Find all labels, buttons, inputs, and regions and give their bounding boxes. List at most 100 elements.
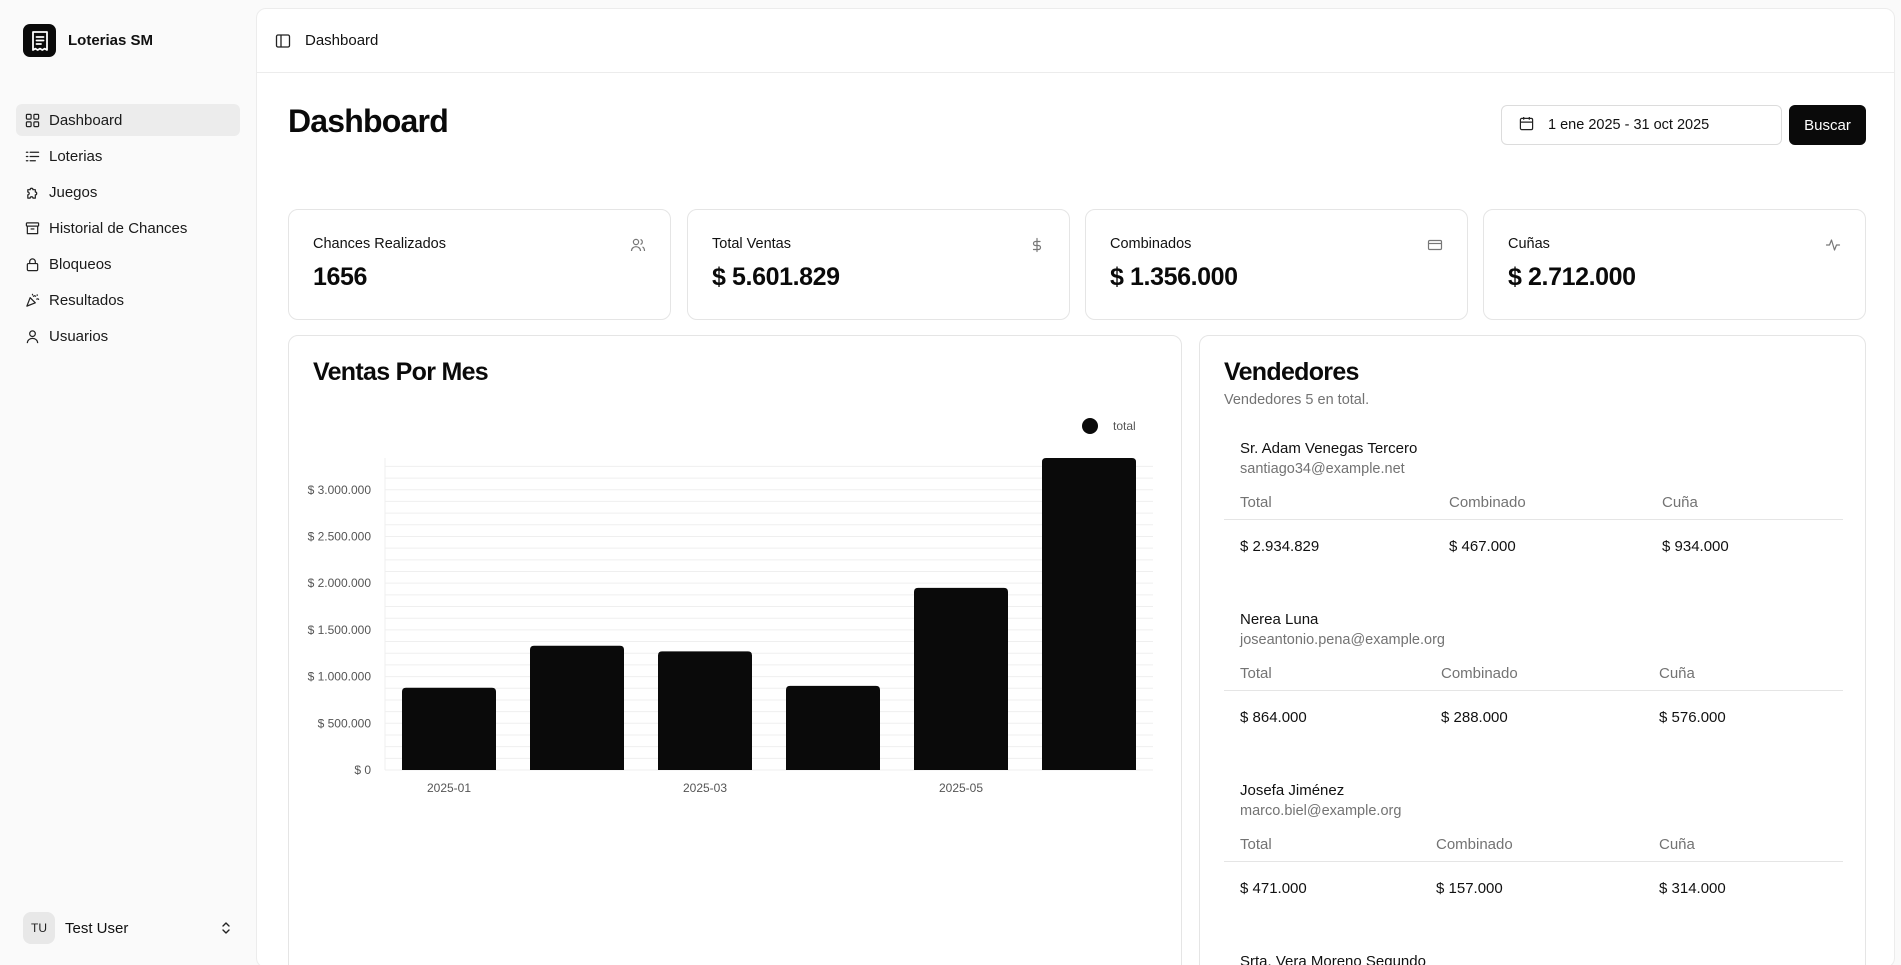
chart-title: Ventas Por Mes: [313, 358, 489, 386]
vendor-cuna: $ 934.000: [1662, 538, 1729, 555]
y-tick-label: $ 2.000.000: [308, 576, 372, 590]
sales-chart-card: Ventas Por Mes $ 0 $ 500.000 $ 1.000.000 $ …: [288, 335, 1182, 965]
users-icon: [630, 237, 646, 253]
bar: [914, 587, 1008, 770]
date-range-value: 1 ene 2025 - 31 oct 2025: [1548, 117, 1710, 133]
bar: [530, 645, 624, 770]
vendor-cuna: $ 576.000: [1659, 709, 1726, 726]
vendor-combinado: $ 157.000: [1436, 880, 1503, 897]
lock-icon: [25, 257, 40, 272]
sidebar-item-label: Resultados: [49, 291, 125, 309]
vendor-cuna: $ 314.000: [1659, 880, 1726, 897]
column-header-total: Total: [1240, 665, 1272, 682]
stat-value: $ 5.601.829: [712, 263, 840, 291]
table-row: $ 864.000 $ 288.000 $ 576.000: [1224, 691, 1843, 743]
vendor-combinado: $ 288.000: [1441, 709, 1508, 726]
bar: [402, 687, 496, 770]
x-tick-label: 2025-03: [683, 781, 727, 795]
vendor-total: $ 864.000: [1240, 709, 1307, 726]
stat-value: $ 1.356.000: [1110, 263, 1238, 291]
y-tick-label: $ 1.500.000: [308, 623, 372, 637]
sidebar-item-label: Usuarios: [49, 327, 109, 345]
column-header-combinado: Combinado: [1449, 494, 1526, 511]
vendors-title: Vendedores: [1224, 358, 1359, 386]
bar: [658, 651, 752, 770]
breadcrumb: Dashboard: [305, 32, 379, 49]
column-header-combinado: Combinado: [1436, 836, 1513, 853]
vendor-name: Josefa Jiménez: [1240, 782, 1345, 799]
y-tick-label: $ 3.000.000: [308, 483, 372, 497]
sidebar-item-label: Bloqueos: [49, 255, 112, 273]
archive-icon: [25, 221, 40, 236]
vendor-total: $ 471.000: [1240, 880, 1307, 897]
stat-label: Chances Realizados: [313, 236, 446, 252]
stat-card-combinados: Combinados $ 1.356.000: [1085, 209, 1468, 320]
sidebar-nav: Dashboard Loterias Juegos Historial de C…: [16, 104, 240, 356]
vendors-card: Vendedores Vendedores 5 en total. Sr. Ad…: [1199, 335, 1866, 965]
column-header-total: Total: [1240, 836, 1272, 853]
puzzle-icon: [25, 185, 40, 200]
vendor-name: Sr. Adam Venegas Tercero: [1240, 440, 1418, 457]
stat-card-cunas: Cuñas $ 2.712.000: [1483, 209, 1866, 320]
activity-icon: [1825, 237, 1841, 253]
table-row: $ 2.934.829 $ 467.000 $ 934.000: [1224, 520, 1843, 572]
page-title: Dashboard: [288, 103, 449, 139]
stat-card-chances: Chances Realizados 1656: [288, 209, 671, 320]
column-header-combinado: Combinado: [1441, 665, 1518, 682]
sidebar-item-label: Historial de Chances: [49, 219, 188, 237]
stat-label: Total Ventas: [712, 236, 791, 252]
main-panel: Dashboard Dashboard 1 ene 2025 - 31 oct …: [256, 8, 1895, 965]
user-name: Test User: [65, 919, 129, 937]
x-tick-label: 2025-05: [939, 781, 983, 795]
vendor-total: $ 2.934.829: [1240, 538, 1320, 555]
stat-label: Combinados: [1110, 236, 1192, 252]
calendar-icon: [1519, 116, 1534, 135]
app-name: Loterias SM: [68, 32, 154, 49]
user-menu[interactable]: TU Test User: [23, 912, 233, 944]
sidebar-item-label: Juegos: [49, 183, 98, 201]
date-range-picker[interactable]: 1 ene 2025 - 31 oct 2025: [1501, 105, 1782, 145]
sidebar-item-resultados[interactable]: Resultados: [16, 284, 240, 316]
search-button[interactable]: Buscar: [1789, 105, 1866, 145]
sidebar-toggle-icon[interactable]: [275, 33, 291, 49]
vendor-combinado: $ 467.000: [1449, 538, 1516, 555]
column-header-cuna: Cuña: [1662, 494, 1698, 511]
dollar-icon: [1029, 237, 1045, 253]
vendor-table-header: Total Combinado Cuña: [1224, 822, 1843, 862]
chevrons-up-down-icon: [219, 921, 233, 935]
bar: [1042, 458, 1136, 770]
sales-bar-chart: $ 0 $ 500.000 $ 1.000.000 $ 1.500.000 $ 2.00…: [308, 418, 1153, 795]
sidebar-item-bloqueos[interactable]: Bloqueos: [16, 248, 240, 280]
legend-marker: [1082, 418, 1098, 434]
sidebar-item-usuarios[interactable]: Usuarios: [16, 320, 240, 352]
vendor-table-header: Total Combinado Cuña: [1224, 651, 1843, 691]
stat-label: Cuñas: [1508, 236, 1550, 252]
column-header-cuna: Cuña: [1659, 836, 1695, 853]
user-icon: [25, 329, 40, 344]
vendor-name: Nerea Luna: [1240, 611, 1319, 628]
party-icon: [25, 293, 40, 308]
brand[interactable]: Loterias SM: [23, 24, 153, 57]
x-tick-label: 2025-01: [427, 781, 471, 795]
topbar: Dashboard: [257, 9, 1894, 73]
sidebar-item-loterias[interactable]: Loterias: [16, 140, 240, 172]
vendor-email: marco.biel@example.org: [1240, 803, 1402, 819]
avatar: TU: [23, 912, 55, 944]
stat-card-total-ventas: Total Ventas $ 5.601.829: [687, 209, 1070, 320]
bar: [786, 685, 880, 770]
y-tick-label: $ 1.000.000: [308, 670, 372, 684]
sidebar-item-historial[interactable]: Historial de Chances: [16, 212, 240, 244]
receipt-icon: [23, 24, 56, 57]
y-tick-label: $ 500.000: [318, 716, 372, 730]
stat-value: 1656: [313, 263, 368, 291]
sidebar-item-label: Dashboard: [49, 111, 123, 129]
sidebar-item-juegos[interactable]: Juegos: [16, 176, 240, 208]
credit-card-icon: [1427, 237, 1443, 253]
sidebar-item-label: Loterias: [49, 147, 103, 165]
legend-label: total: [1113, 419, 1136, 433]
y-tick-label: $ 2.500.000: [308, 529, 372, 543]
stat-value: $ 2.712.000: [1508, 263, 1636, 291]
dashboard-icon: [25, 113, 40, 128]
sidebar-item-dashboard[interactable]: Dashboard: [16, 104, 240, 136]
vendors-subtitle: Vendedores 5 en total.: [1224, 392, 1370, 408]
